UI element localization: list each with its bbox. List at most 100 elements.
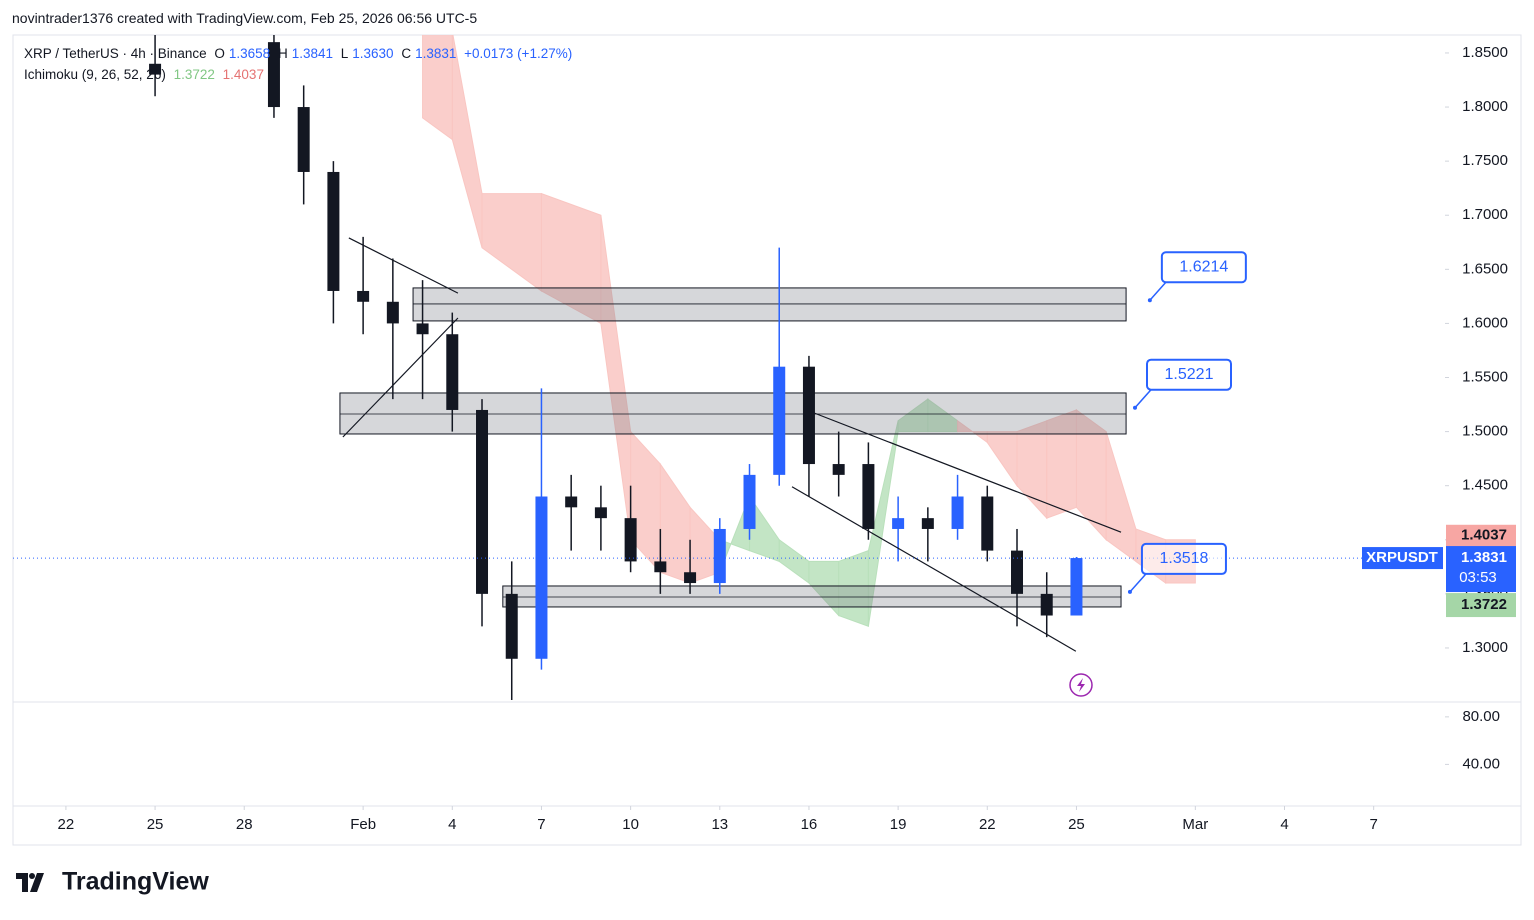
candle-body: [862, 464, 875, 529]
candle-body: [684, 572, 697, 584]
callout-box: [1140, 542, 1227, 575]
zone: [339, 392, 1127, 435]
x-tick-label: 7: [537, 816, 545, 833]
x-tick-label: 25: [147, 816, 164, 833]
indicator-row: Ichimoku (9, 26, 52, 26) 1.3722 1.4037: [24, 67, 268, 82]
y-tick-label: 1.4500: [1462, 477, 1508, 494]
symbol-tag: [1362, 547, 1443, 570]
h-label: H: [277, 46, 288, 61]
candle-body: [416, 323, 429, 335]
high: 1.3841: [291, 46, 333, 61]
y-tick-label: 1.6500: [1462, 260, 1508, 277]
candle-body: [1040, 593, 1053, 616]
cloud-segment: [838, 549, 869, 628]
candle-body: [297, 107, 310, 172]
cloud-segment: [481, 193, 542, 292]
candle-body: [446, 334, 459, 410]
x-tick-label: 19: [890, 816, 907, 833]
y-tick-label: 1.5000: [1462, 423, 1508, 440]
y-tick-label: 1.5500: [1462, 368, 1508, 385]
callout-anchor: [1127, 589, 1132, 594]
cloud-segment: [1165, 539, 1196, 584]
x-tick-label: 22: [58, 816, 75, 833]
cloud-segment: [957, 419, 988, 444]
candle-body: [654, 561, 667, 573]
indicator: Ichimoku (9, 26, 52, 26): [24, 67, 166, 82]
callout-pointer: [1149, 281, 1167, 301]
candle-body: [594, 507, 607, 519]
cloud-segment: [719, 496, 751, 573]
close: 1.3831: [415, 46, 457, 61]
callout-box: [1160, 251, 1247, 284]
candle-body: [505, 593, 518, 659]
callout-anchor: [1133, 405, 1138, 410]
candle-body: [713, 528, 726, 584]
callout-label: 1.3518: [1159, 550, 1208, 567]
y-tick-label: 1.3000: [1462, 639, 1508, 656]
x-tick-label: Mar: [1182, 816, 1208, 833]
symbol: XRP / TetherUS · 4h · Binance: [24, 46, 207, 61]
cloud-segment: [689, 506, 721, 584]
l-label: L: [340, 46, 349, 61]
cloud-segment: [540, 192, 602, 325]
open: 1.3658: [228, 46, 271, 61]
trendline: [791, 486, 1077, 652]
frame: [12, 34, 1522, 846]
candle-body: [1070, 558, 1083, 616]
ind-b: 1.4037: [222, 67, 264, 82]
x-tick-label: 10: [622, 816, 639, 833]
price-tag: [1446, 524, 1516, 547]
callout-box: [1146, 358, 1233, 391]
cloud-segment: [1135, 528, 1167, 585]
candle-body: [357, 290, 370, 302]
indicator-tick-label: 80.00: [1462, 708, 1500, 725]
candle-body: [773, 366, 786, 475]
cloud-segment: [778, 538, 810, 585]
cloud-segment: [927, 398, 959, 433]
callout-anchor: [1147, 298, 1152, 303]
price-tag-label: 1.4037: [1461, 527, 1507, 544]
cloud-segment: [1075, 408, 1107, 542]
candle-body: [624, 518, 637, 562]
y-tick-label: 1.7500: [1462, 152, 1508, 169]
zone: [412, 287, 1127, 322]
attribution: novintrader1376 created with TradingView…: [12, 10, 478, 26]
cloud-segment: [1105, 431, 1137, 563]
trendline: [811, 411, 1122, 533]
price-tag-label: 1.3722: [1461, 596, 1507, 613]
x-tick-label: 28: [236, 816, 253, 833]
cloud-segment: [749, 494, 780, 563]
x-tick-label: 25: [1068, 816, 1085, 833]
callout-pointer: [1134, 389, 1152, 409]
ind-a: 1.3722: [173, 67, 215, 82]
candle-body: [386, 301, 399, 324]
low: 1.3630: [352, 46, 394, 61]
candle-body: [951, 496, 964, 529]
countdown: 03:53: [1459, 569, 1497, 586]
y-tick-label: 1.7000: [1462, 206, 1508, 223]
candle-body: [535, 496, 548, 659]
x-tick-label: 16: [801, 816, 818, 833]
y-tick-label: 1.8000: [1462, 98, 1508, 115]
cloud-segment: [630, 430, 661, 574]
cloud-segment: [867, 420, 899, 627]
o-label: O: [214, 46, 225, 61]
candle-body: [1011, 550, 1024, 594]
y-tick-label: 1.8500: [1462, 44, 1508, 61]
y-tick-label: 1.6000: [1462, 314, 1508, 331]
x-tick-label: 4: [1280, 816, 1288, 833]
candle-body: [476, 409, 489, 594]
trendline: [342, 317, 459, 438]
event-bolt: [1077, 678, 1085, 692]
x-tick-label: 4: [448, 816, 456, 833]
y-tick-label: 1.3500: [1462, 585, 1508, 602]
candle-body: [981, 496, 994, 551]
price-pane: [149, 35, 1196, 700]
x-tick-label: Feb: [350, 816, 376, 833]
x-tick-label: 22: [979, 816, 996, 833]
cloud-segment: [808, 560, 840, 617]
candle-body: [565, 496, 578, 508]
